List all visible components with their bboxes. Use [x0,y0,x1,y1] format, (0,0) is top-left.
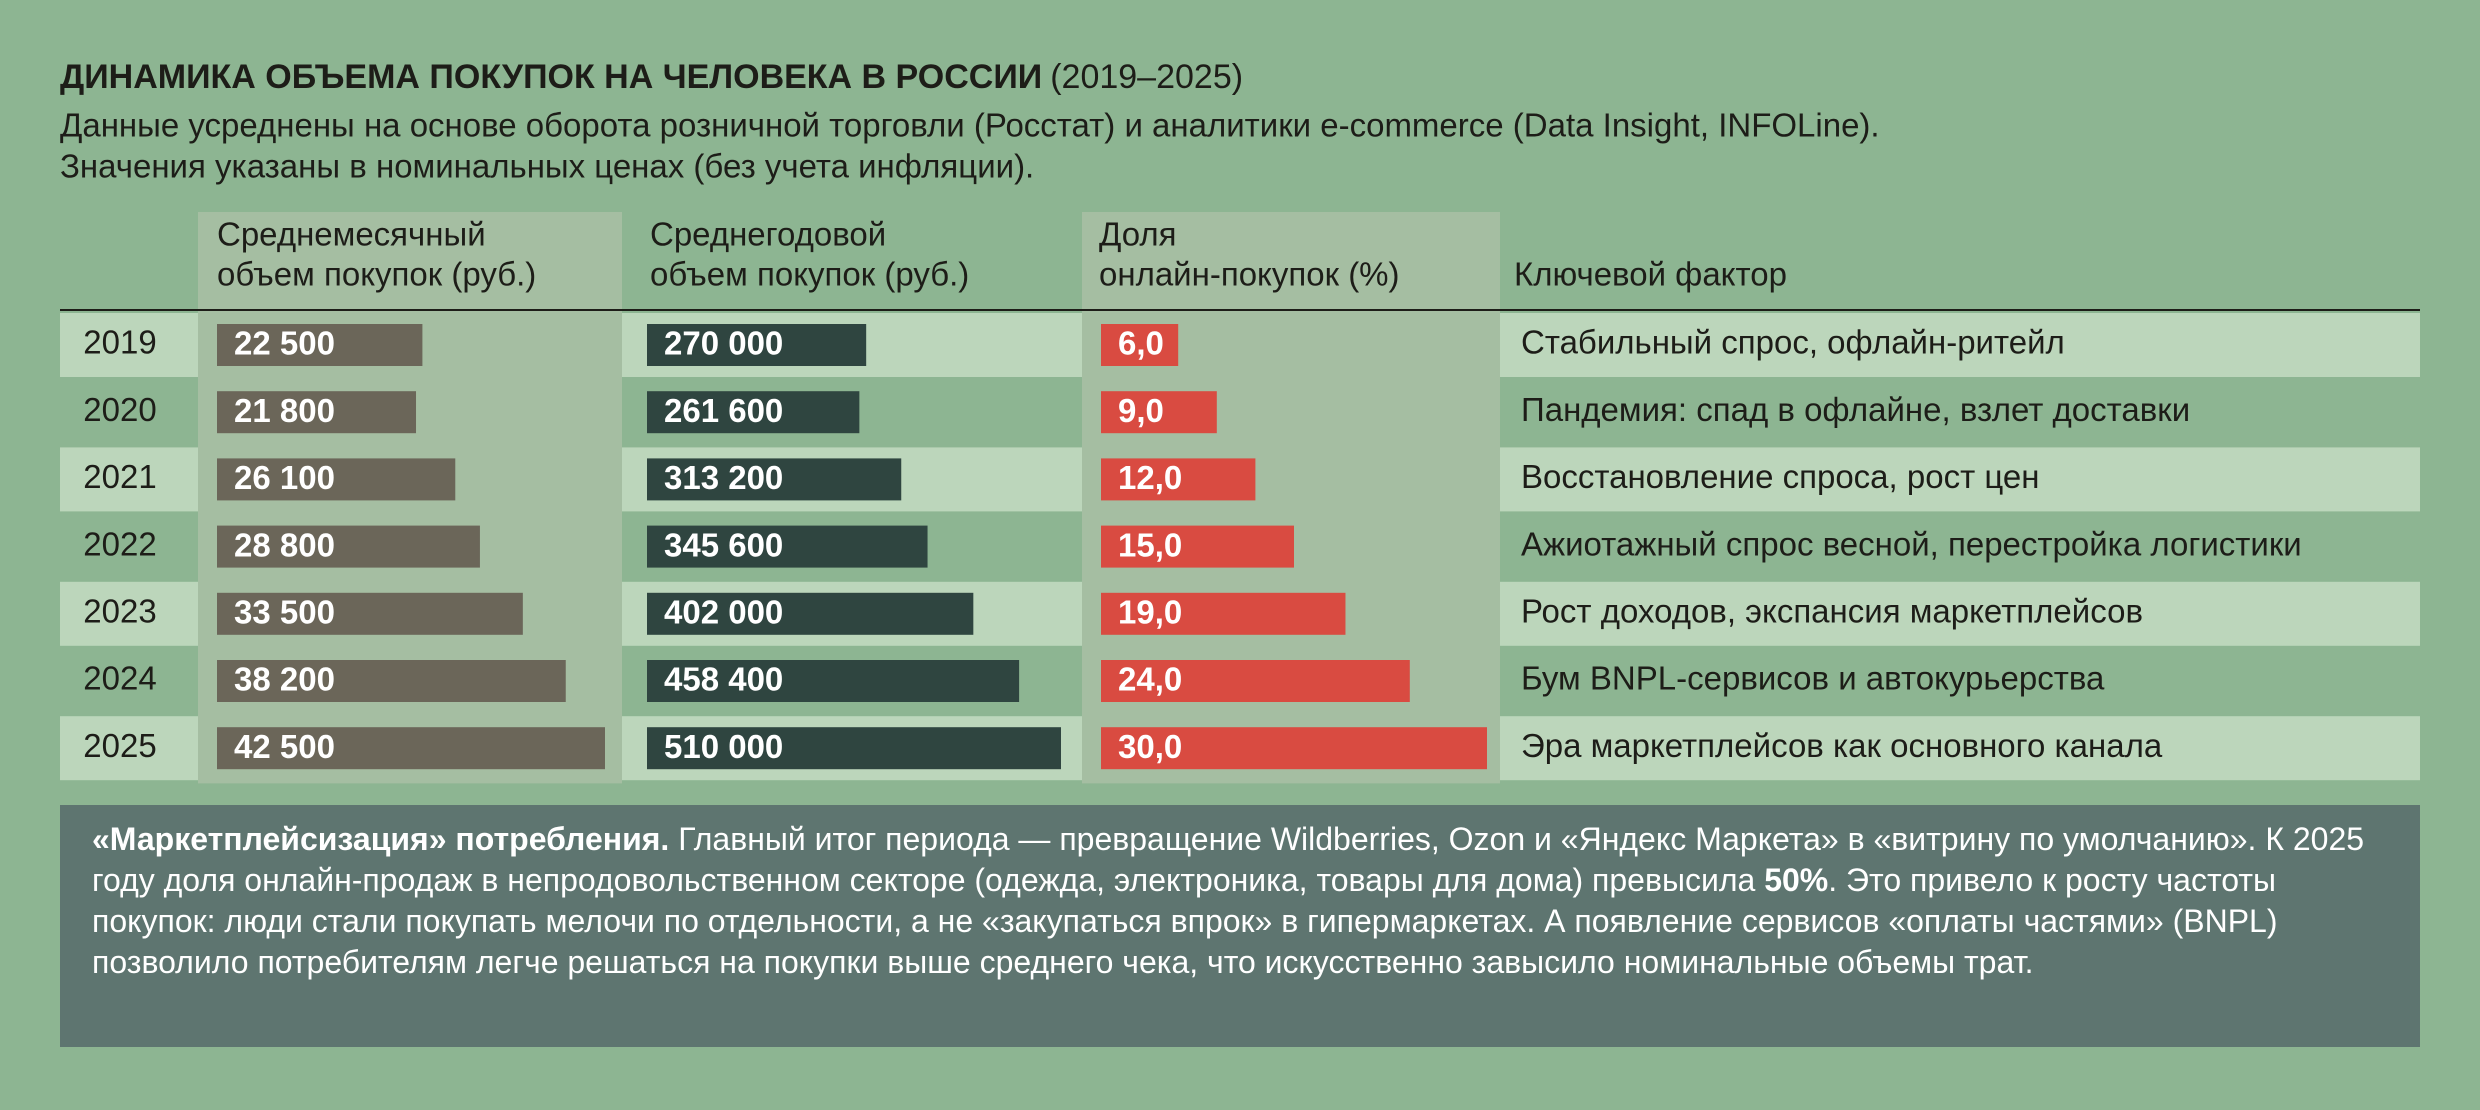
factor: Стабильный спрос, офлайн-ритейл [1521,324,2065,361]
bar [1101,660,1410,702]
bar-label: 21 800 [234,392,335,429]
bar-label: 22 500 [234,325,335,362]
bar-label: 28 800 [234,526,335,563]
bar [217,525,480,568]
bar-label: 345 600 [664,526,783,563]
title-main: ДИНАМИКА ОБЪЕМА ПОКУПОК НА ЧЕЛОВЕКА В РО… [60,58,1042,96]
bar [647,592,974,635]
bar-label: 24,0 [1118,661,1182,698]
title-period: (2019–2025) [1050,58,1243,96]
year: 2025 [83,727,156,764]
bar-label: 458 400 [664,661,783,698]
subtitle: Данные усреднены на основе оборота розни… [60,107,1880,144]
bar-label: 26 100 [234,459,335,496]
factor: Ажиотажный спрос весной, перестройка лог… [1521,525,2302,562]
bar-label: 15,0 [1118,526,1182,563]
note-text: Главный итог периода — превращение Wildb… [92,821,2365,898]
column-header: объем покупок (руб.) [650,256,969,293]
bar [647,391,860,434]
bar-label: 19,0 [1118,594,1182,631]
subtitle: Значения указаны в номинальных ценах (бе… [60,148,1034,185]
bar-label: 38 200 [234,661,335,698]
table-chart: ДИНАМИКА ОБЪЕМА ПОКУПОК НА ЧЕЛОВЕКА В РО… [60,58,2420,784]
title: ДИНАМИКА ОБЪЕМА ПОКУПОК НА ЧЕЛОВЕКА В РО… [60,58,1243,96]
bar [1101,458,1256,501]
factor: Восстановление спроса, рост цен [1521,458,2039,495]
factor: Бум BNPL-сервисов и автокурьерства [1521,660,2105,697]
bar-label: 6,0 [1118,325,1164,362]
bar [1101,727,1487,770]
bar-label: 12,0 [1118,459,1182,496]
year: 2020 [83,391,156,428]
bar [217,592,523,635]
bar [1101,391,1217,434]
bar-label: 313 200 [664,459,783,496]
year: 2023 [83,593,156,630]
bar-label: 510 000 [664,728,783,765]
note-text: . Это привело к росту частоты покупок: л… [92,862,2278,980]
note: «Маркетплейсизация» потребления. Главный… [60,805,2420,1047]
column-header: Среднемесячный [217,216,486,253]
bar [217,391,417,434]
bar-label: 402 000 [664,594,783,631]
bar-label: 33 500 [234,594,335,631]
bar [1101,525,1294,568]
bar-label: 270 000 [664,325,783,362]
year: 2019 [83,324,156,361]
year: 2022 [83,525,156,562]
bar [1101,592,1346,635]
note-highlight: 50% [1764,862,1829,898]
column-header: онлайн-покупок (%) [1099,256,1400,293]
factor: Эра маркетплейсов как основного канала [1521,727,2163,764]
bar [647,324,867,366]
year: 2021 [83,458,156,495]
bar-label: 30,0 [1118,728,1182,765]
bar-label: 261 600 [664,392,783,429]
column-header: Ключевой фактор [1514,256,1787,293]
bar [217,660,566,702]
column-header: объем покупок (руб.) [217,256,536,293]
bar [647,458,902,501]
factor: Пандемия: спад в офлайне, взлет доставки [1521,391,2190,428]
bar [647,727,1061,770]
bar [217,324,423,366]
column-header: Среднегодовой [650,216,886,253]
year: 2024 [83,660,156,697]
note-lead: «Маркетплейсизация» потребления. [92,821,670,857]
factor: Рост доходов, экспансия маркетплейсов [1521,593,2143,630]
bar [217,458,456,501]
bar [1101,324,1179,366]
bar-label: 9,0 [1118,392,1164,429]
column-header: Доля [1099,216,1176,253]
bar [217,727,605,770]
bar [647,525,928,568]
bar-label: 42 500 [234,728,335,765]
bar [647,660,1020,702]
